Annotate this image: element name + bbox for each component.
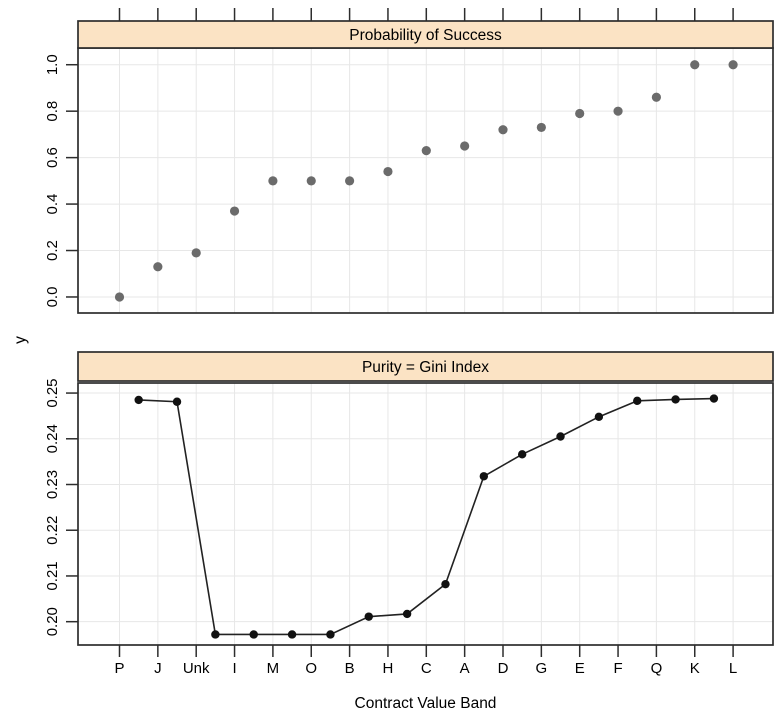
series-line — [138, 397, 714, 636]
data-point-top — [613, 106, 623, 116]
x-tick-label: K — [690, 660, 700, 677]
data-point-top — [114, 292, 125, 302]
data-point-bottom — [134, 395, 143, 405]
y-tick-label: 0.24 — [44, 424, 61, 453]
y-axis-title: y — [12, 336, 29, 344]
x-tick-label: I — [232, 660, 236, 677]
y-tick-label: 0.2 — [44, 240, 61, 261]
x-tick-label: D — [498, 660, 509, 677]
data-point-bottom — [709, 394, 719, 403]
data-point-bottom — [556, 432, 565, 441]
y-tick-label: 0.20 — [44, 607, 61, 636]
data-point-top — [421, 146, 431, 156]
data-point-bottom — [402, 609, 412, 619]
gridline-layer — [78, 48, 773, 645]
data-point-top — [345, 176, 355, 186]
y-tick-label: 1.0 — [44, 54, 61, 75]
y-tick-label: 0.21 — [44, 561, 61, 590]
data-point-bottom — [633, 396, 642, 406]
x-tick-label: Q — [651, 660, 663, 677]
data-point-top — [728, 60, 738, 70]
strip-title-top: Probability of Success — [349, 27, 502, 44]
x-tick-label: A — [460, 660, 470, 677]
y-tick-label: 0.0 — [44, 287, 61, 308]
data-point-bottom — [364, 612, 373, 621]
tick-layer — [66, 8, 734, 657]
y-tick-label: 0.22 — [44, 516, 61, 545]
y-tick-label: 0.25 — [44, 378, 61, 407]
strip-title-bottom: Purity = Gini Index — [362, 359, 489, 376]
data-point-bottom — [287, 630, 297, 639]
x-tick-label: O — [305, 660, 317, 677]
x-tick-label: G — [536, 660, 548, 677]
data-point-top — [306, 176, 316, 186]
data-point-bottom — [671, 395, 680, 404]
data-point-top — [268, 176, 278, 186]
data-point-bottom — [326, 630, 335, 639]
data-point-top — [191, 248, 201, 258]
data-layer — [114, 60, 738, 639]
data-point-top — [383, 166, 393, 177]
data-point-bottom — [517, 450, 527, 459]
x-tick-label: M — [267, 660, 280, 677]
data-point-top — [651, 92, 662, 102]
data-point-top — [153, 262, 163, 272]
data-point-top — [498, 125, 508, 135]
x-tick-label: P — [114, 660, 124, 677]
data-point-top — [690, 60, 700, 70]
x-tick-label: E — [575, 660, 585, 677]
y-tick-label: 0.8 — [44, 101, 61, 122]
data-point-bottom — [441, 579, 450, 589]
data-point-bottom — [594, 412, 604, 422]
y-tick-label: 0.4 — [44, 194, 61, 215]
tick-label-layer: 0.0 0.2 0.4 0.6 0.8 1.0 0.20 0.21 0.22 0.23 0.24 0.… — [44, 54, 737, 677]
data-point-top — [575, 108, 585, 119]
data-point-bottom — [172, 397, 182, 406]
x-tick-label: F — [613, 660, 622, 677]
data-point-bottom — [249, 630, 258, 639]
x-tick-label: C — [421, 660, 432, 677]
data-point-top — [460, 141, 470, 151]
x-axis-title: Contract Value Band — [355, 695, 497, 712]
x-tick-label: B — [345, 660, 355, 677]
x-tick-label: H — [383, 660, 394, 677]
y-tick-label: 0.23 — [44, 470, 61, 499]
x-tick-label: Unk — [183, 660, 210, 677]
y-tick-label: 0.6 — [44, 147, 61, 168]
strip-top — [77, 20, 774, 49]
panel-bottom-border — [77, 382, 774, 646]
data-point-bottom — [211, 630, 220, 639]
data-point-bottom — [479, 472, 489, 481]
strip-bottom — [77, 351, 774, 382]
data-point-top — [229, 206, 240, 216]
x-tick-label: J — [154, 660, 162, 677]
data-point-top — [536, 122, 546, 133]
x-tick-label: L — [729, 660, 737, 677]
